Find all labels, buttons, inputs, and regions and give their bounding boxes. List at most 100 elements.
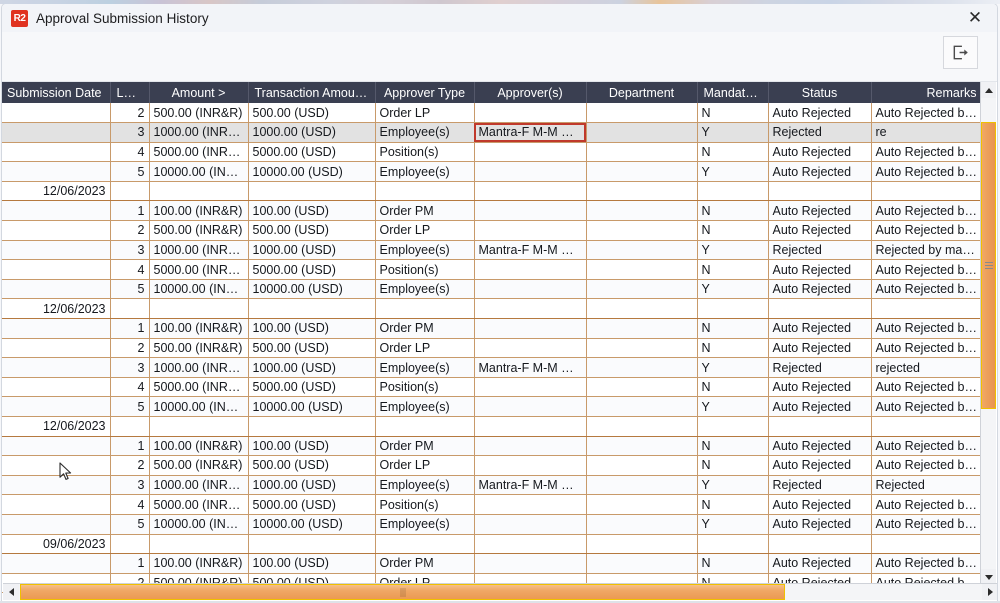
cell-status[interactable]: Rejected (768, 475, 872, 496)
cell-tamount[interactable]: 500.00 (USD) (248, 103, 376, 124)
cell-status[interactable]: Rejected (768, 240, 872, 261)
cell-rem[interactable]: Auto Rejected by Ma (871, 377, 984, 398)
cell-mand[interactable]: Y (697, 279, 769, 300)
table-group-row[interactable]: 12/06/2023 (2, 298, 984, 320)
cell-rem[interactable]: Auto Rejected by Ma (871, 514, 984, 535)
column-header-amount[interactable]: Amount > (149, 82, 249, 103)
cell-appr[interactable] (474, 436, 587, 457)
cell-mand[interactable] (697, 534, 769, 555)
cell-date[interactable] (2, 338, 111, 359)
cell-tamount[interactable]: 500.00 (USD) (248, 338, 376, 359)
cell-mand[interactable]: Y (697, 122, 769, 143)
cell-appr[interactable] (474, 416, 587, 437)
cell-tamount[interactable]: 5000.00 (USD) (248, 494, 376, 515)
scroll-down-button[interactable] (981, 569, 996, 585)
cell-dept[interactable] (586, 298, 698, 320)
cell-dept[interactable] (586, 436, 698, 457)
cell-tamount[interactable]: 100.00 (USD) (248, 436, 376, 457)
cell-tamount[interactable]: 500.00 (USD) (248, 455, 376, 476)
cell-rem[interactable]: Auto Rejected by Ma (871, 103, 984, 124)
vertical-scrollbar-thumb[interactable] (981, 122, 996, 409)
cell-appr[interactable] (474, 494, 587, 515)
cell-date[interactable] (2, 200, 111, 222)
table-row[interactable]: 5 10000.00 (INR... 10000.00 (USD) Employee(… (2, 514, 984, 535)
cell-rem[interactable] (871, 181, 984, 202)
cell-dept[interactable] (586, 357, 698, 378)
cell-rem[interactable]: Auto Rejected by Ma (871, 436, 984, 457)
cell-date[interactable] (2, 396, 111, 417)
cell-level[interactable]: 3 (110, 475, 150, 496)
cell-rem[interactable] (871, 416, 984, 437)
cell-dept[interactable] (586, 553, 698, 574)
cell-mand[interactable]: N (697, 200, 769, 222)
cell-amount[interactable]: 10000.00 (INR... (149, 279, 249, 300)
cell-level[interactable]: 5 (110, 161, 150, 182)
cell-tamount[interactable] (248, 298, 376, 320)
cell-mand[interactable]: N (697, 436, 769, 457)
cell-dept[interactable] (586, 259, 698, 280)
cell-level[interactable]: 4 (110, 142, 150, 163)
cell-rem[interactable]: Auto Rejected by Ma (871, 200, 984, 222)
cell-dept[interactable] (586, 200, 698, 222)
cell-appr[interactable] (474, 553, 587, 574)
cell-level[interactable]: 4 (110, 259, 150, 280)
cell-tamount[interactable]: 1000.00 (USD) (248, 475, 376, 496)
cell-dept[interactable] (586, 318, 698, 339)
cell-mand[interactable]: N (697, 220, 769, 241)
cell-type[interactable]: Position(s) (375, 259, 475, 280)
cell-rem[interactable]: Rejected by mantra (871, 240, 984, 261)
horizontal-scrollbar-thumb[interactable] (20, 584, 785, 600)
cell-level[interactable]: 1 (110, 436, 150, 457)
cell-date[interactable]: 12/06/2023 (2, 298, 111, 320)
cell-rem[interactable]: rejected (871, 357, 984, 378)
cell-status[interactable]: Auto Rejected (768, 161, 872, 182)
column-header-mand[interactable]: Mandatory (697, 82, 769, 103)
cell-status[interactable]: Auto Rejected (768, 279, 872, 300)
cell-appr[interactable] (474, 318, 587, 339)
table-row[interactable]: 1 100.00 (INR&R) 100.00 (USD) Order PM N Auto… (2, 318, 984, 339)
cell-type[interactable]: Order PM (375, 318, 475, 339)
column-header-date[interactable]: Submission Date (2, 82, 111, 103)
column-header-level[interactable]: Level (110, 82, 150, 103)
cell-type[interactable]: Employee(s) (375, 475, 475, 496)
cell-status[interactable]: Rejected (768, 122, 872, 143)
cell-level[interactable]: 4 (110, 494, 150, 515)
cell-amount[interactable]: 100.00 (INR&R) (149, 318, 249, 339)
cell-date[interactable] (2, 357, 111, 378)
cell-mand[interactable]: N (697, 455, 769, 476)
cell-mand[interactable]: Y (697, 161, 769, 182)
table-row[interactable]: 3 1000.00 (INR&R) 1000.00 (USD) Employee(s)… (2, 357, 984, 378)
cell-level[interactable]: 4 (110, 377, 150, 398)
cell-amount[interactable]: 500.00 (INR&R) (149, 455, 249, 476)
cell-tamount[interactable]: 1000.00 (USD) (248, 240, 376, 261)
cell-level[interactable]: 3 (110, 357, 150, 378)
cell-appr[interactable] (474, 220, 587, 241)
table-row[interactable]: 4 5000.00 (INR&R) 5000.00 (USD) Position(s)… (2, 142, 984, 163)
cell-tamount[interactable] (248, 181, 376, 202)
cell-dept[interactable] (586, 455, 698, 476)
cell-status[interactable]: Auto Rejected (768, 338, 872, 359)
cell-dept[interactable] (586, 220, 698, 241)
cell-rem[interactable]: Auto Rejected by Ma (871, 338, 984, 359)
cell-mand[interactable]: Y (697, 514, 769, 535)
cell-amount[interactable]: 1000.00 (INR&R) (149, 357, 249, 378)
cell-amount[interactable]: 10000.00 (INR... (149, 161, 249, 182)
cell-amount[interactable]: 500.00 (INR&R) (149, 220, 249, 241)
cell-rem[interactable]: Auto Rejected by Ma (871, 279, 984, 300)
cell-dept[interactable] (586, 103, 698, 124)
cell-appr[interactable] (474, 514, 587, 535)
cell-type[interactable]: Order LP (375, 103, 475, 124)
table-row[interactable]: 4 5000.00 (INR&R) 5000.00 (USD) Position(s)… (2, 259, 984, 280)
cell-appr[interactable] (474, 161, 587, 182)
cell-appr[interactable] (474, 298, 587, 320)
cell-appr[interactable] (474, 181, 587, 202)
cell-mand[interactable] (697, 181, 769, 202)
cell-rem[interactable]: Auto Rejected by Ma (871, 220, 984, 241)
cell-dept[interactable] (586, 377, 698, 398)
cell-rem[interactable]: Auto Rejected by Ma (871, 318, 984, 339)
cell-dept[interactable] (586, 279, 698, 300)
column-header-rem[interactable]: Remarks (871, 82, 984, 103)
cell-appr[interactable] (474, 259, 587, 280)
